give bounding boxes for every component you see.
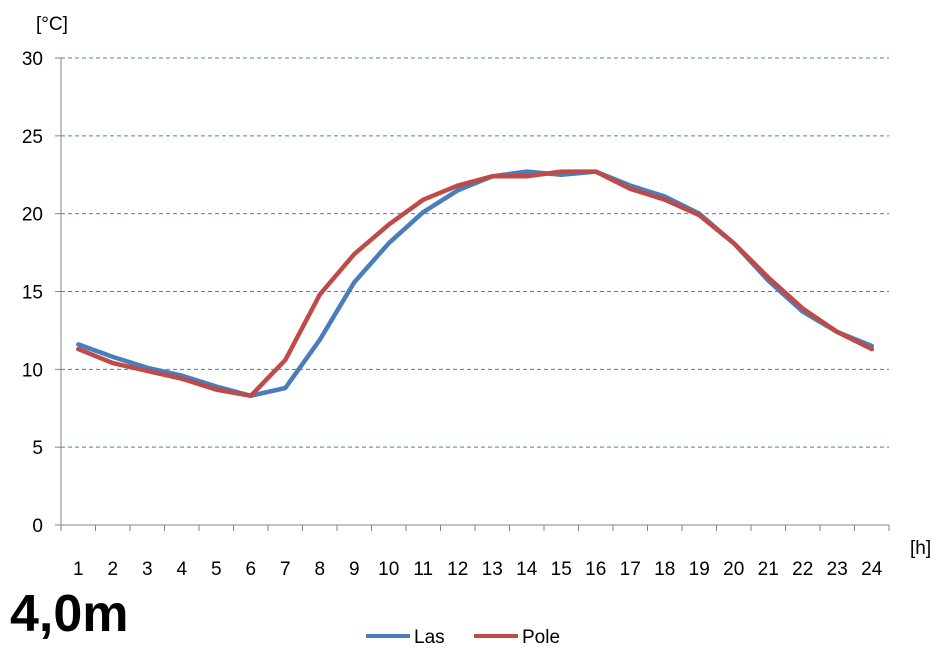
y-tick-label-0: 0 — [32, 516, 43, 537]
x-tick-label-12: 12 — [447, 559, 468, 580]
gridlines — [61, 57, 889, 448]
y-tick-label-25: 25 — [22, 127, 43, 148]
x-tick-label-17: 17 — [620, 559, 641, 580]
y-tick-label-20: 20 — [22, 205, 43, 226]
y-tick-label-5: 5 — [32, 438, 43, 459]
x-tick-label-10: 10 — [378, 559, 399, 580]
x-tick-label-23: 23 — [827, 559, 848, 580]
y-axis-label: [°C] — [36, 14, 68, 35]
x-tick-label-16: 16 — [585, 559, 606, 580]
x-tick-label-24: 24 — [861, 559, 883, 580]
y-tick-label-30: 30 — [22, 49, 43, 70]
series-line-las — [76, 169, 875, 399]
legend-label-pole: Pole — [522, 627, 560, 648]
x-tick-label-15: 15 — [551, 559, 572, 580]
x-tick-label-6: 6 — [245, 559, 256, 580]
x-tick-label-1: 1 — [73, 559, 84, 580]
legend: Las Pole — [366, 627, 560, 648]
x-tick-label-3: 3 — [142, 559, 153, 580]
x-tick-label-8: 8 — [314, 559, 325, 580]
chart-caption: 4,0m — [10, 585, 129, 643]
x-tick-label-7: 7 — [280, 559, 291, 580]
x-tick-label-18: 18 — [654, 559, 675, 580]
x-tick-label-9: 9 — [349, 559, 360, 580]
y-tick-label-15: 15 — [22, 283, 43, 304]
x-tick-label-22: 22 — [792, 559, 813, 580]
series-lines — [76, 169, 875, 399]
series-line-pole — [76, 169, 875, 399]
y-tick-label-10: 10 — [22, 360, 43, 381]
axes — [55, 57, 890, 531]
x-tick-label-13: 13 — [482, 559, 503, 580]
x-tick-label-20: 20 — [723, 559, 744, 580]
x-tick-label-5: 5 — [211, 559, 222, 580]
x-tick-label-11: 11 — [413, 559, 433, 580]
legend-label-las: Las — [414, 627, 445, 648]
x-tick-label-21: 21 — [758, 559, 779, 580]
x-tick-label-4: 4 — [176, 559, 187, 580]
x-tick-label-14: 14 — [516, 559, 538, 580]
x-axis-label: [h] — [910, 538, 931, 559]
x-tick-label-2: 2 — [107, 559, 118, 580]
x-tick-label-19: 19 — [689, 559, 710, 580]
